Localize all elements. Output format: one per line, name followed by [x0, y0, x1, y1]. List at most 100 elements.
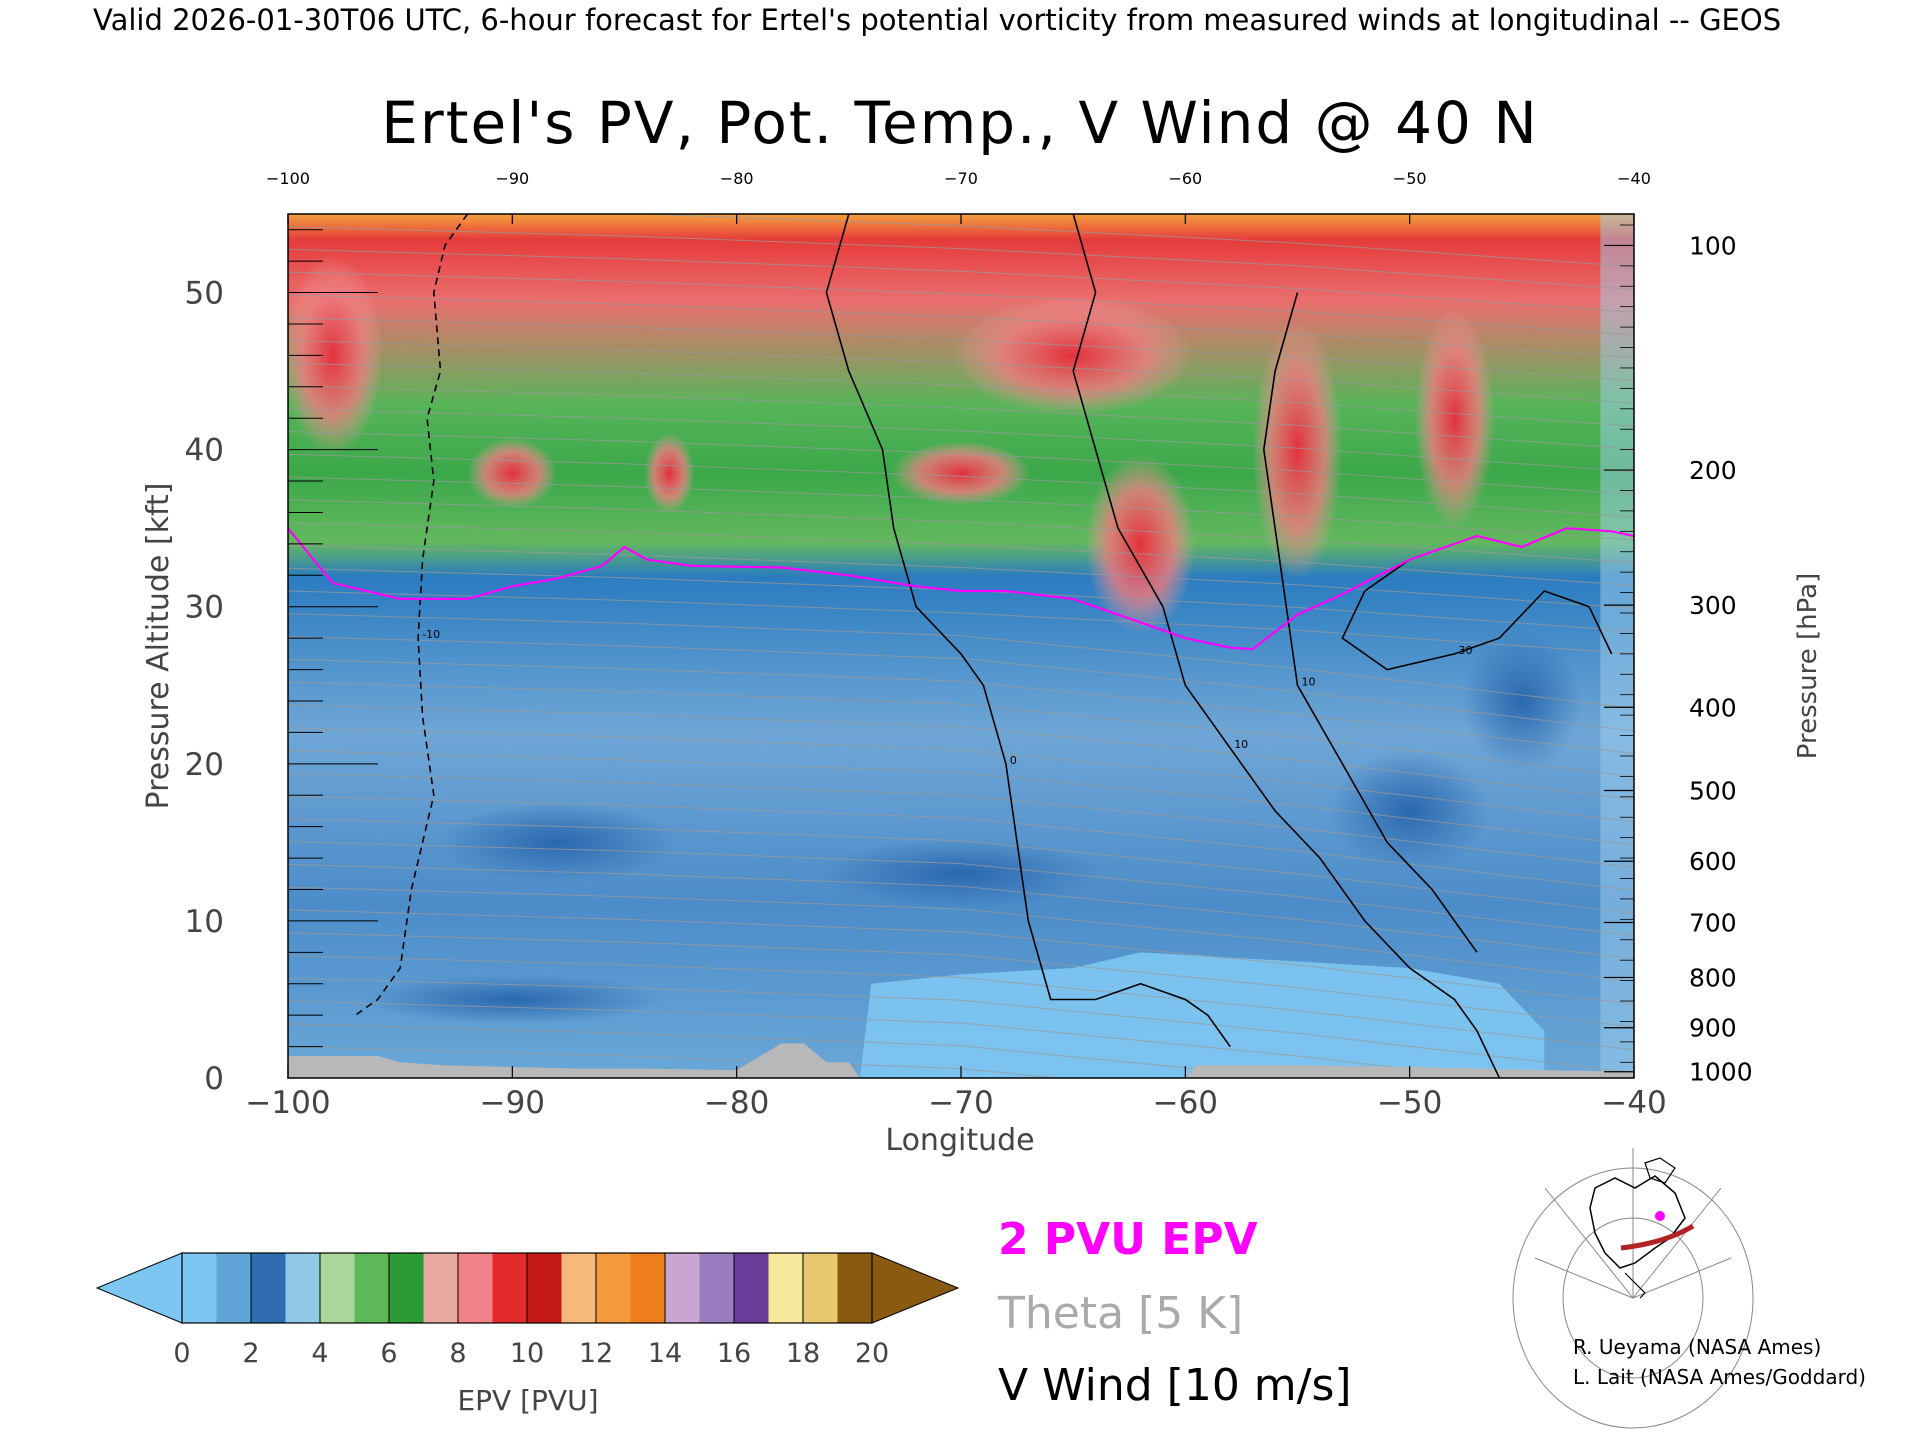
colorbar-swatch [596, 1253, 631, 1323]
epv-colorbar: 0 2 4 6 8 10 12 14 16 18 20 [95, 1252, 960, 1369]
colorbar-swatch [803, 1253, 838, 1323]
colorbar-swatch [665, 1253, 700, 1323]
colorbar-swatch [768, 1253, 804, 1323]
credit-line-2: L. Lait (NASA Ames/Goddard) [1573, 1365, 1866, 1389]
pressure-tick-label: 300 [1689, 591, 1737, 620]
theta-contour [288, 932, 1634, 1028]
x-tick-label: −100 [245, 1085, 330, 1121]
theta-contour [288, 294, 1634, 359]
theta-contour [288, 818, 1634, 914]
colorbar-label: EPV [PVU] [457, 1384, 598, 1417]
colorbar-swatch [492, 1253, 528, 1323]
credit-line-1: R. Ueyama (NASA Ames) [1573, 1335, 1821, 1359]
y2-axis-label: Pressure [hPa] [1793, 573, 1823, 760]
top-axis: −100 −90 −80 −70 −60 −50 −40 [266, 169, 1651, 224]
colorbar-swatch [423, 1253, 459, 1323]
colorbar-tick-label: 2 [242, 1338, 259, 1369]
figure-header: Valid 2026-01-30T06 UTC, 6-hour forecast… [93, 3, 1781, 37]
epv-field-features [288, 214, 1634, 1078]
x-tick-label: −80 [704, 1085, 769, 1121]
colorbar-tick-label: 0 [173, 1338, 190, 1369]
x-axis: −100 −90 −80 −70 −60 −50 −40 [245, 1066, 1667, 1121]
theta-contour [288, 727, 1634, 823]
epv-field-blob [1252, 319, 1343, 580]
pressure-tick-label: 200 [1689, 456, 1737, 485]
x-tick-label: −60 [1153, 1085, 1218, 1121]
y-tick-label: 10 [185, 904, 224, 940]
colorbar-frame [181, 1252, 873, 1324]
theta-contour [288, 841, 1634, 937]
x-tick-label: −40 [1601, 1085, 1666, 1121]
epv-field-blob [1085, 453, 1196, 634]
colorbar-swatch [734, 1253, 769, 1323]
top-tick-label: −60 [1168, 169, 1202, 188]
colorbar-tick-label: 6 [380, 1338, 397, 1369]
v-wind-contour [825, 214, 1231, 1048]
theta-contour [288, 271, 1634, 336]
theta-contour [288, 750, 1634, 846]
theta-contour [288, 476, 1634, 541]
theta-contour [288, 1023, 1295, 1078]
legend-epv: 2 PVU EPV [998, 1214, 1258, 1265]
x-tick-label: −70 [928, 1085, 993, 1121]
theta-contour [288, 704, 1634, 800]
colorbar-tick-label: 8 [449, 1338, 466, 1369]
y-tick-label: 30 [185, 590, 224, 626]
epv-field-blob [1414, 308, 1495, 529]
y-tick-label: 40 [185, 433, 224, 469]
v-wind-contour-label: 0 [1010, 754, 1017, 767]
plot-area: -10 0 10 10 30 [288, 214, 1634, 1078]
colorbar-tick-label: 16 [717, 1338, 751, 1369]
v-wind-contour [1341, 558, 1613, 671]
v-wind-contour-label: 30 [1459, 644, 1473, 657]
colorbar-tick-label: 12 [579, 1338, 613, 1369]
theta-contour [288, 317, 1634, 381]
colorbar-swatch [320, 1253, 355, 1323]
tropopause-line [288, 527, 1634, 651]
v-wind-contour-label: 10 [1234, 738, 1248, 751]
legend: 2 PVU EPV Theta [5 K] V Wind [10 m/s] [997, 1214, 1352, 1411]
top-tick-label: −70 [944, 169, 978, 188]
theta-contour [288, 545, 1634, 609]
pressure-tick-label: 800 [1689, 963, 1737, 992]
theta-contour [288, 636, 1634, 732]
top-tick-label: −100 [266, 169, 310, 188]
x-axis-label: Longitude [885, 1123, 1034, 1158]
theta-contour [288, 340, 1634, 404]
colorbar-swatch [458, 1253, 493, 1323]
tropopause-2pvu-contour [288, 527, 1634, 651]
pressure-tick-label: 1000 [1689, 1058, 1753, 1087]
chart-title: Ertel's PV, Pot. Temp., V Wind @ 40 N [381, 89, 1538, 157]
colorbar-swatch [285, 1253, 321, 1323]
epv-field-blob [891, 441, 1031, 506]
theta-contour [288, 248, 1634, 313]
theta-contour [288, 408, 1634, 473]
v-wind-contours: -10 0 10 10 30 [354, 214, 1613, 1078]
epv-field-blob [953, 295, 1194, 416]
top-tick-label: −90 [495, 169, 529, 188]
v-wind-contour-label: -10 [422, 628, 440, 641]
pressure-tick-label: 400 [1689, 693, 1737, 722]
colorbar-tick-label: 4 [311, 1338, 328, 1369]
epv-field-blob [437, 802, 678, 883]
v-wind-contour [1262, 292, 1478, 953]
theta-contour [288, 590, 1634, 655]
y-axis-right: 100 200 300 400 500 600 700 800 900 1000 [1604, 224, 1753, 1087]
colorbar-tick-label: 20 [855, 1338, 889, 1369]
colorbar-swatch [251, 1253, 286, 1323]
epv-field-blob [288, 255, 383, 456]
epv-field-blob [1329, 750, 1490, 871]
colorbar-swatch [561, 1253, 597, 1323]
y-tick-label: 20 [185, 747, 224, 783]
theta-contour [288, 613, 1634, 709]
theta-contour [288, 658, 1634, 755]
theta-contour [288, 772, 1634, 868]
theta-contour [288, 977, 1634, 1073]
colorbar-swatch [527, 1253, 562, 1323]
theta-contour [288, 453, 1634, 518]
theta-contour [288, 863, 1634, 960]
x-tick-label: −50 [1377, 1085, 1442, 1121]
colorbar-tick-label: 14 [648, 1338, 682, 1369]
epv-field-blob [821, 838, 1101, 909]
